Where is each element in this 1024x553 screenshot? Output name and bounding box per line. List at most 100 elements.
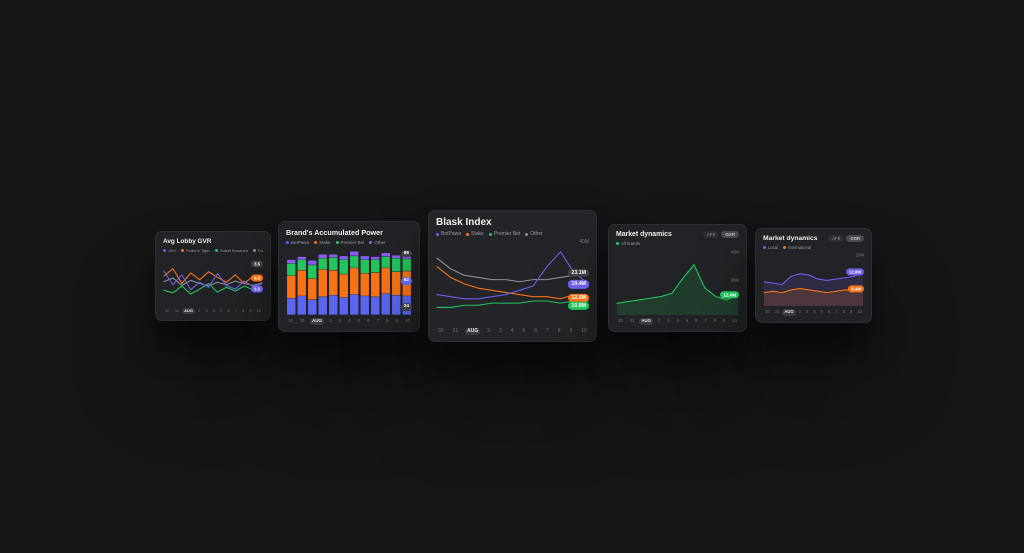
x-axis-label[interactable]: 5 (357, 318, 360, 324)
x-axis-label[interactable]: 9 (569, 327, 573, 334)
chart-canvas[interactable]: 86 62 24 (286, 247, 412, 315)
card-avg-lobby-gvr: Avg Lobby GVR JetX Fortune Tiger Sweet Bon… (155, 231, 271, 321)
card-header: Market dynamics AFS GGR (616, 231, 739, 239)
legend-item[interactable]: Premier Bet (488, 231, 521, 237)
legend-dot-icon (466, 232, 470, 236)
x-axis-label[interactable]: 2 (657, 318, 661, 324)
legend-dot-icon (783, 246, 787, 250)
x-axis-label[interactable]: 5 (219, 307, 223, 313)
legend-item[interactable]: Other (525, 231, 543, 237)
x-axis-label[interactable]: 5 (685, 318, 689, 324)
x-axis-label[interactable]: AUG (310, 318, 324, 325)
value-badge: 12.4M (720, 290, 739, 299)
x-axis-label[interactable]: 4 (212, 307, 215, 313)
x-axis-label[interactable]: 6 (227, 307, 230, 313)
ggr-toggle[interactable]: GGR (721, 231, 739, 239)
x-axis-label[interactable]: 6 (695, 318, 698, 324)
x-axis-label[interactable]: 30 (438, 327, 444, 334)
x-axis-label[interactable]: 31 (774, 309, 780, 315)
x-axis-label[interactable]: 2 (198, 307, 201, 313)
x-axis-label[interactable]: 10 (256, 307, 261, 313)
value-badge: 24 (400, 303, 412, 311)
x-axis-label[interactable]: AUG (782, 309, 796, 316)
x-axis-label[interactable]: AUG (639, 318, 653, 325)
x-axis-label[interactable]: 31 (300, 318, 306, 324)
x-axis-label[interactable]: 9 (849, 309, 853, 315)
x-axis-label[interactable]: 10 (732, 318, 737, 324)
afs-toggle[interactable]: AFS (702, 231, 720, 239)
x-axis-label[interactable]: 2 (798, 309, 801, 315)
x-axis-label[interactable]: 5 (522, 327, 526, 334)
legend-item[interactable]: Fortune OX (252, 248, 263, 253)
legend-label: Premier Bet (493, 231, 521, 237)
x-axis-label[interactable]: 7 (546, 327, 549, 334)
card-header: Brand's Accumulated Power (286, 228, 412, 237)
x-axis-label[interactable]: AUG (465, 327, 481, 335)
x-axis: 30 31 AUG 2 3 4 5 6 7 8 9 10 (616, 318, 739, 325)
y-axis-label: 20M (730, 277, 739, 283)
x-axis-label[interactable]: 3 (667, 318, 670, 324)
ggr-toggle[interactable]: GGR (846, 235, 864, 243)
legend-item[interactable]: Fortune Tiger (181, 248, 210, 253)
chart-canvas[interactable]: 40M 23.1M 19.4M 12.6M 10.8M (436, 239, 589, 325)
x-axis-label[interactable]: 8 (842, 309, 845, 315)
view-toggle: AFS GGR (828, 235, 864, 243)
legend-dot-icon (181, 249, 185, 252)
x-axis-label[interactable]: 8 (713, 318, 717, 324)
x-axis-label[interactable]: 4 (347, 318, 351, 324)
x-axis-label[interactable]: 8 (557, 327, 561, 334)
legend-item[interactable]: Other (369, 240, 386, 245)
x-axis-label[interactable]: 31 (174, 307, 179, 313)
legend-item[interactable]: Stake (314, 240, 331, 245)
x-axis-label[interactable]: 4 (676, 318, 679, 324)
legend-item[interactable]: Local (763, 245, 778, 250)
x-axis-label[interactable]: 9 (722, 318, 726, 324)
legend-label: Fortune OX (257, 248, 263, 253)
x-axis-label[interactable]: 7 (376, 318, 379, 324)
x-axis-label[interactable]: 8 (385, 318, 389, 324)
x-axis-label[interactable]: 7 (704, 318, 707, 324)
legend-item[interactable]: Stake (466, 231, 484, 237)
x-axis-label[interactable]: 10 (581, 327, 587, 334)
x-axis-label[interactable]: 5 (820, 309, 823, 315)
x-axis-label[interactable]: 6 (827, 309, 831, 315)
x-axis-label[interactable]: 9 (395, 318, 398, 324)
legend-item[interactable]: Sweet Bonanza (214, 248, 248, 253)
x-axis-label[interactable]: 31 (629, 318, 635, 324)
x-axis-label[interactable]: 8 (241, 307, 245, 313)
x-axis-label[interactable]: 3 (205, 307, 208, 313)
x-axis-label[interactable]: 10 (857, 309, 862, 315)
legend-item[interactable]: Premier Bet (335, 240, 364, 245)
x-axis-label[interactable]: 3 (498, 327, 502, 334)
x-axis-label[interactable]: 30 (618, 318, 623, 324)
x-axis-label[interactable]: AUG (182, 307, 195, 314)
chart-canvas[interactable]: 40M 20M 12.4M (616, 248, 739, 316)
legend-item[interactable]: BetPawa (286, 240, 309, 245)
x-axis-label[interactable]: 30 (765, 309, 770, 315)
x-axis-label[interactable]: 2 (328, 318, 332, 324)
x-axis-label[interactable]: 2 (487, 327, 490, 334)
card-title: Blask Index (436, 217, 492, 228)
x-axis-label[interactable]: 10 (404, 318, 410, 324)
afs-toggle[interactable]: AFS (828, 235, 845, 243)
x-axis-label[interactable]: 6 (534, 327, 538, 334)
legend-item[interactable]: BetPawa (436, 231, 461, 237)
x-axis-label[interactable]: 7 (835, 309, 838, 315)
x-axis-label[interactable]: 9 (249, 307, 252, 313)
x-axis-label[interactable]: 6 (366, 318, 370, 324)
x-axis-label[interactable]: 3 (338, 318, 341, 324)
legend-label: Other (374, 240, 386, 245)
legend-dot-icon (286, 241, 289, 244)
chart-canvas[interactable]: 3.5 4.0 3.3 (163, 255, 263, 305)
x-axis-label[interactable]: 7 (234, 307, 237, 313)
x-axis-label[interactable]: 31 (452, 327, 459, 334)
x-axis-label[interactable]: 30 (165, 307, 170, 313)
x-axis-label[interactable]: 3 (805, 309, 809, 315)
legend-item[interactable]: All brands (616, 241, 640, 246)
legend-item[interactable]: International (783, 245, 811, 250)
x-axis-label[interactable]: 30 (288, 318, 294, 324)
x-axis-label[interactable]: 4 (813, 309, 816, 315)
legend-item[interactable]: JetX (163, 248, 176, 253)
x-axis-label[interactable]: 4 (510, 327, 514, 334)
chart-canvas[interactable]: 20M 12.8M 6.4M (763, 252, 864, 307)
